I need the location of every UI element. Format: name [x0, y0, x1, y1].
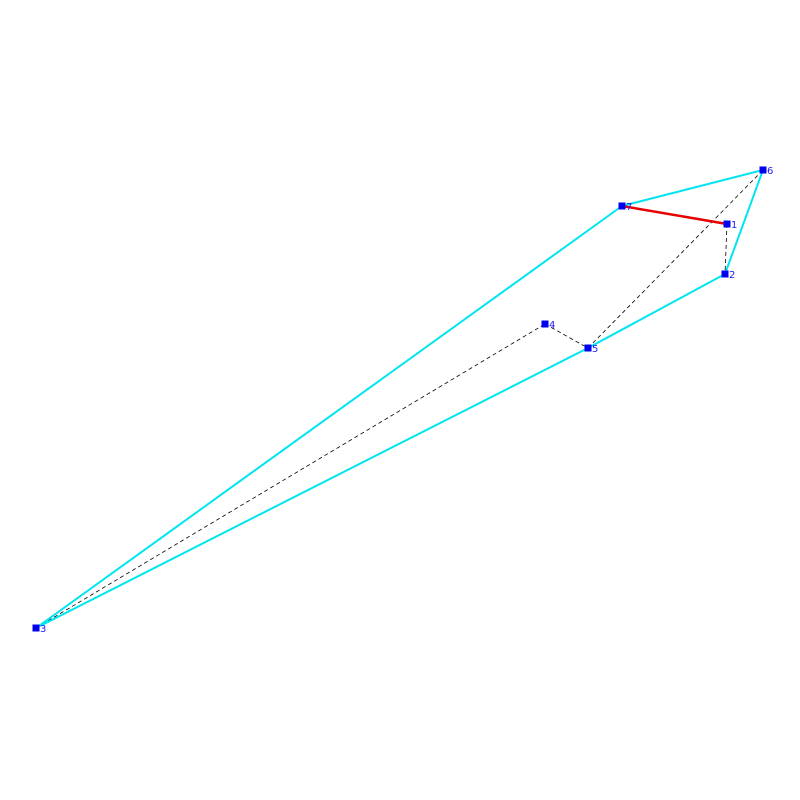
node-point [721, 270, 729, 278]
dashed-edge [35, 323, 546, 629]
node-label: 4 [549, 320, 555, 331]
node-label: 5 [592, 344, 598, 355]
node-label: 3 [40, 624, 46, 635]
hull-edge [587, 273, 726, 349]
nodes: 1 2 3 4 5 6 7 [32, 166, 773, 635]
node-label: 7 [626, 202, 632, 213]
hull-edges [35, 169, 764, 629]
node-point [584, 344, 592, 352]
node-point [32, 624, 40, 632]
hull-edge [35, 205, 623, 629]
highlight-edge [621, 204, 728, 226]
dashed-edge [544, 323, 589, 349]
node-label: 6 [767, 166, 773, 177]
dashed-edge [724, 223, 728, 275]
node-point [723, 220, 731, 228]
highlight-edges [621, 204, 728, 226]
hull-edge [621, 169, 764, 207]
hull-edge [724, 169, 764, 275]
node-label: 1 [731, 220, 737, 231]
dashed-edge [587, 169, 764, 349]
hull-edge [35, 347, 589, 629]
node-label: 2 [729, 270, 735, 281]
dashed-edges [35, 169, 764, 629]
node-point [541, 320, 549, 328]
node-point [618, 202, 626, 210]
node-point [759, 166, 767, 174]
